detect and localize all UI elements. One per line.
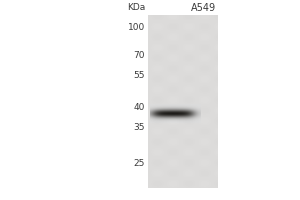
Text: 25: 25	[134, 158, 145, 168]
Text: KDa: KDa	[127, 3, 145, 12]
Text: 40: 40	[134, 104, 145, 112]
Text: 55: 55	[134, 71, 145, 79]
Text: 70: 70	[134, 50, 145, 60]
Text: 100: 100	[128, 23, 145, 32]
Text: A549: A549	[190, 3, 216, 13]
Text: 35: 35	[134, 123, 145, 132]
